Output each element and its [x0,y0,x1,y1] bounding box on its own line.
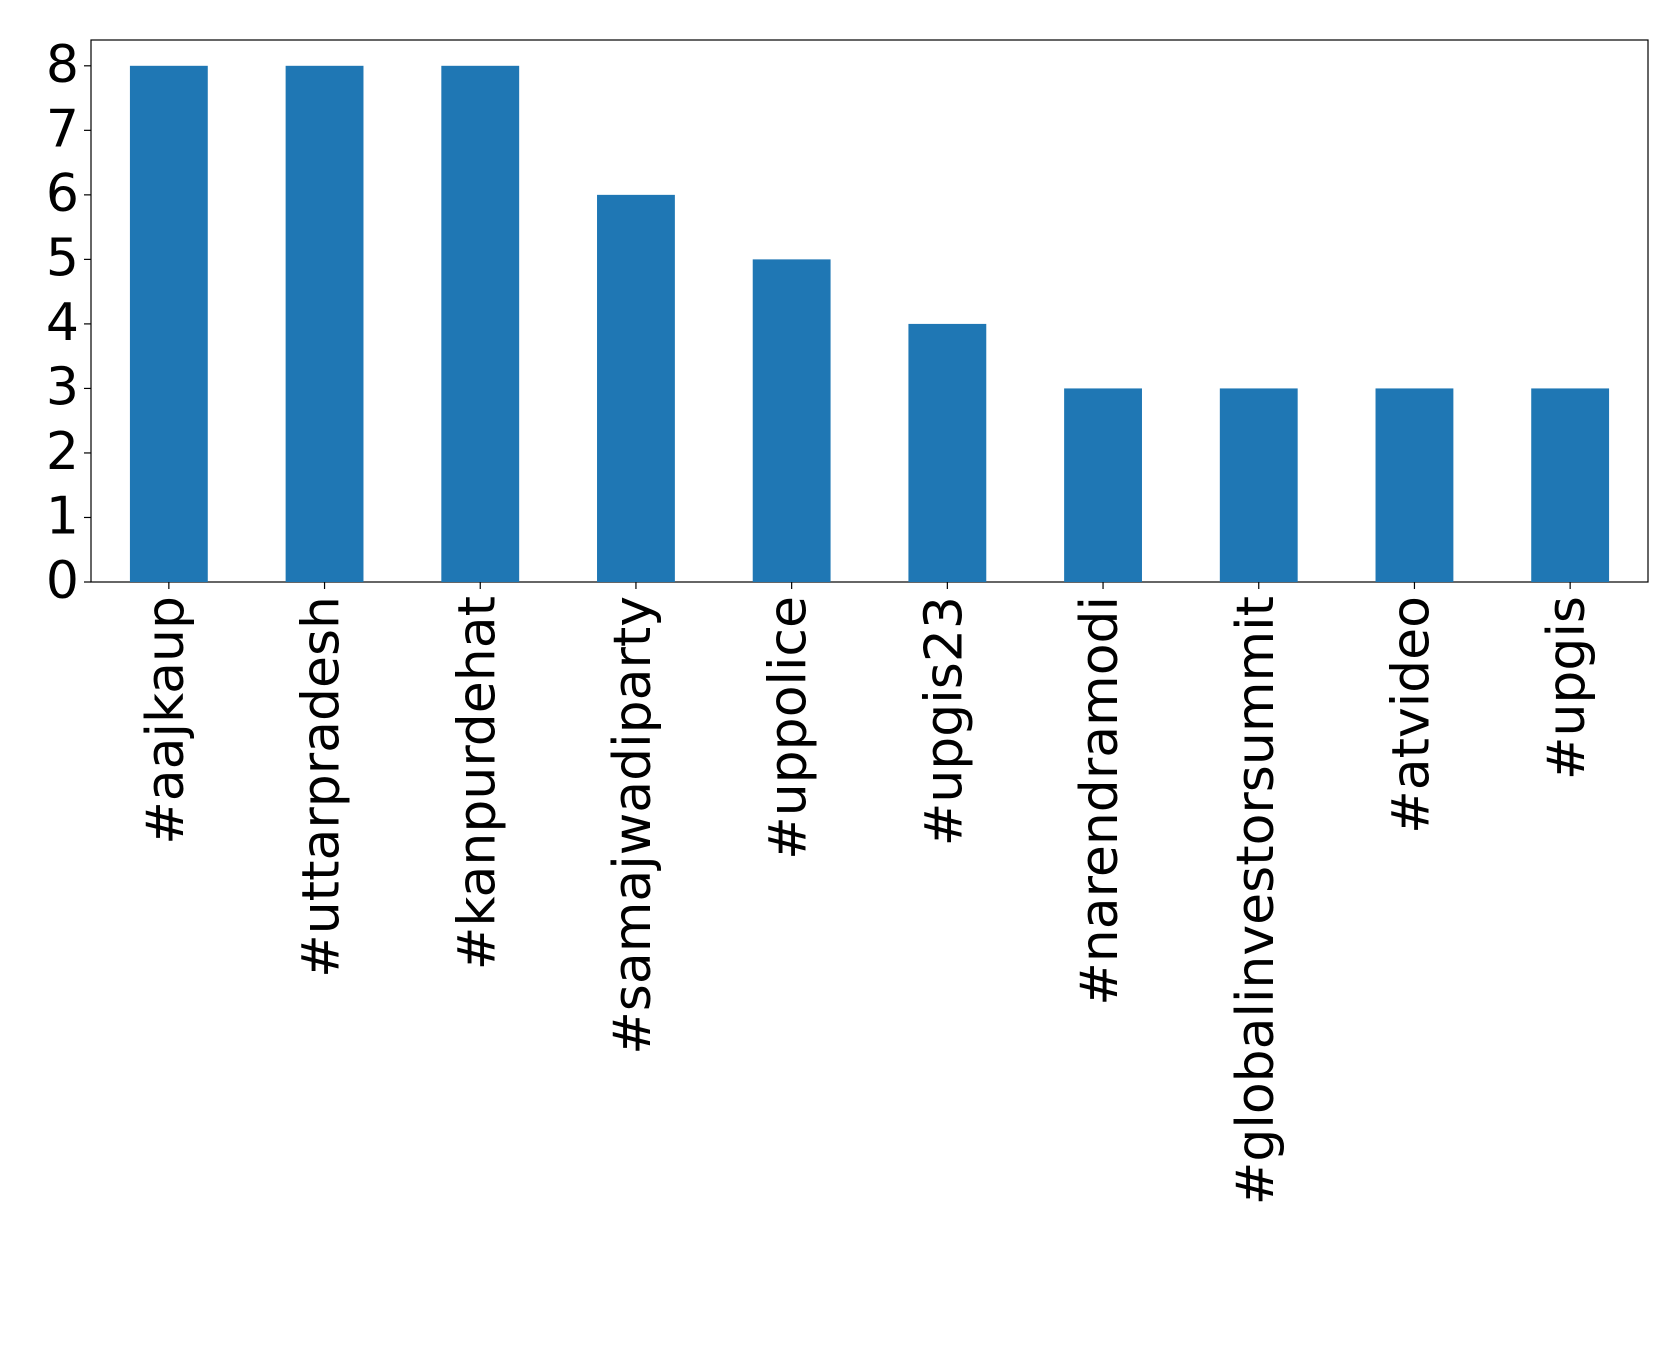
y-tick-label: 5 [46,228,79,288]
bar [752,259,831,582]
bar [597,194,675,582]
x-tick-label: #uppolice [759,596,819,860]
y-tick-label: 0 [46,551,79,611]
x-tick-label: #upgis23 [914,596,974,846]
x-tick-label: #atvideo [1381,596,1441,834]
bar [908,323,987,582]
bar [1219,388,1298,582]
x-tick-label: #kanpurdehat [447,596,507,970]
y-tick-label: 4 [46,293,79,353]
bar [1064,388,1142,582]
bar [441,65,520,583]
x-tick-label: #samajwadiparty [603,596,663,1055]
x-tick-label: #upgis [1537,596,1597,780]
x-tick-label: #narendramodi [1070,596,1130,1006]
y-tick-label: 8 [46,35,79,95]
bar [1375,388,1454,582]
x-tick-label: #globalinvestorsummit [1226,596,1286,1205]
bar [129,65,208,583]
y-tick-label: 3 [46,357,79,417]
plot-frame [90,39,1649,583]
y-tick-label: 2 [46,422,79,482]
y-tick-label: 7 [46,99,79,159]
x-tick-label: #uttarpradesh [292,596,352,978]
bar [285,65,364,583]
x-tick-label: #aajkaup [136,596,196,845]
bar [1531,388,1610,582]
y-tick-label: 1 [46,486,79,546]
y-tick-label: 6 [46,164,79,224]
